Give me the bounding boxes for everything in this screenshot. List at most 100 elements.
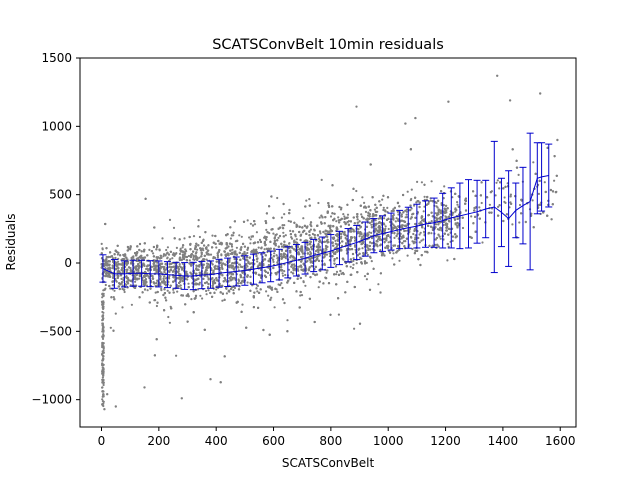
scatter-point	[335, 270, 339, 273]
scatter-point	[283, 270, 286, 273]
scatter-point	[246, 251, 249, 255]
scatter-point	[258, 280, 262, 283]
scatter-point	[190, 298, 193, 301]
scatter-point	[280, 282, 283, 285]
scatter-point	[370, 242, 374, 245]
scatter-point	[231, 248, 234, 251]
scatter-point	[297, 265, 300, 268]
scatter-point	[258, 238, 262, 241]
scatter-point	[543, 181, 546, 184]
scatter-point	[169, 258, 172, 261]
scatter-point	[199, 294, 202, 297]
scatter-point	[420, 181, 423, 184]
scatter-point	[265, 228, 268, 231]
scatter-point	[333, 259, 336, 262]
scatter-point	[183, 237, 186, 240]
scatter-point	[281, 274, 285, 277]
scatter-point	[337, 313, 340, 316]
scatter-point	[429, 199, 432, 202]
scatter-point	[221, 299, 224, 302]
scatter-point	[320, 178, 323, 181]
scatter-point	[156, 284, 159, 287]
scatter-point	[165, 248, 168, 252]
scatter-point	[352, 263, 355, 266]
scatter-point	[249, 242, 252, 245]
scatter-point	[268, 232, 271, 235]
scatter-point	[412, 232, 415, 236]
scatter-point	[256, 260, 259, 263]
scatter-point	[181, 246, 184, 249]
scatter-point	[296, 268, 299, 271]
scatter-point	[225, 292, 228, 295]
scatter-point	[112, 296, 115, 299]
scatter-point	[342, 213, 345, 216]
scatter-point	[349, 265, 352, 268]
scatter-point	[121, 306, 124, 309]
scatter-point	[253, 223, 257, 226]
scatter-point	[178, 252, 182, 255]
scatter-point	[517, 173, 520, 176]
scatter-point	[314, 252, 317, 255]
scatter-point	[334, 239, 337, 242]
scatter-point	[246, 219, 249, 222]
scatter-point	[287, 219, 290, 223]
scatter-point	[246, 281, 249, 284]
scatter-point	[364, 210, 368, 213]
scatter-point	[205, 258, 208, 261]
scatter-point	[295, 238, 298, 241]
scatter-point	[430, 180, 433, 183]
scatter-point	[391, 257, 394, 260]
scatter-point	[206, 275, 209, 278]
scatter-point	[423, 231, 426, 234]
scatter-point	[156, 261, 159, 264]
scatter-point	[267, 294, 270, 297]
scatter-point	[229, 275, 233, 278]
scatter-point	[153, 299, 156, 302]
scatter-point	[317, 237, 321, 240]
scatter-point	[368, 231, 371, 234]
scatter-point	[411, 247, 414, 251]
scatter-point	[325, 271, 328, 274]
scatter-point	[215, 246, 218, 249]
scatter-point	[198, 256, 201, 259]
scatter-point	[101, 247, 104, 250]
scatter-point	[198, 235, 201, 239]
scatter-point	[381, 198, 384, 201]
scatter-point	[314, 250, 318, 253]
scatter-point	[187, 282, 190, 285]
scatter-point	[355, 189, 358, 193]
scatter-point	[396, 230, 399, 233]
scatter-point	[276, 196, 279, 200]
scatter-point	[365, 278, 368, 281]
scatter-point	[121, 284, 124, 287]
scatter-point	[498, 187, 501, 190]
scatter-point	[351, 267, 355, 270]
scatter-point	[202, 277, 205, 280]
scatter-point	[404, 209, 407, 212]
scatter-point	[178, 263, 181, 266]
scatter-point	[340, 235, 343, 238]
scatter-point	[171, 270, 174, 273]
scatter-point	[265, 290, 268, 293]
scatter-point	[197, 219, 200, 222]
scatter-point	[167, 315, 170, 319]
scatter-point	[373, 208, 376, 211]
scatter-point	[323, 262, 326, 265]
scatter-point	[509, 193, 512, 196]
scatter-point	[302, 281, 305, 284]
scatter-point	[187, 254, 190, 258]
scatter-point	[446, 259, 449, 262]
scatter-point	[229, 237, 232, 240]
scatter-point	[301, 231, 304, 234]
scatter-point	[240, 282, 243, 285]
scatter-point	[168, 321, 171, 324]
scatter-point	[162, 255, 165, 258]
scatter-point	[518, 221, 521, 224]
scatter-point	[352, 259, 355, 262]
scatter-point	[209, 253, 213, 256]
scatter-point	[104, 283, 107, 287]
scatter-point	[423, 195, 426, 198]
scatter-point	[456, 201, 459, 204]
scatter-point	[410, 188, 413, 191]
scatter-point	[481, 241, 484, 244]
